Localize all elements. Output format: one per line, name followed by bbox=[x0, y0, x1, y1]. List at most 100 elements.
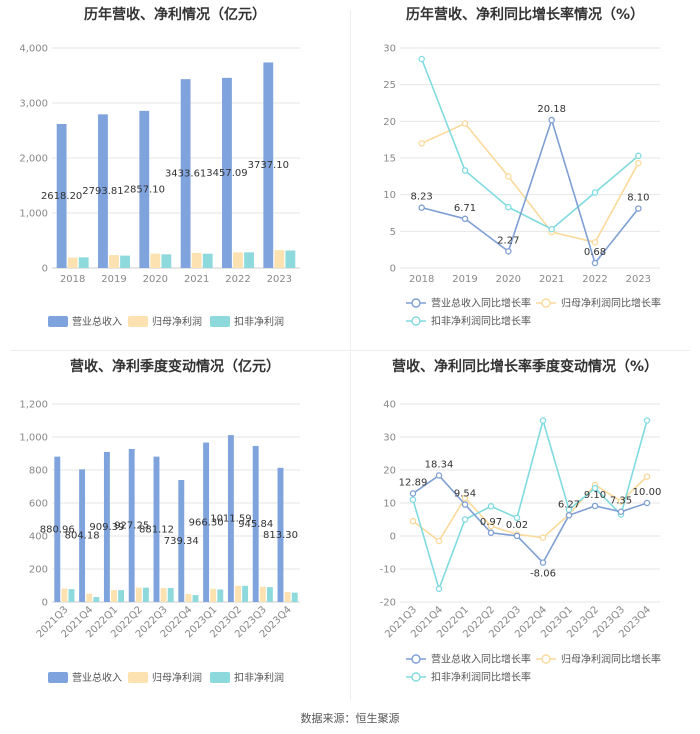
data-point bbox=[461, 120, 469, 127]
panel-quarterly-revenue-profit: 营收、净利季度变动情况（亿元） 0 200 400 600 800 1,000 1,200 2… bbox=[0, 352, 350, 702]
bar-data-label: 813.30 bbox=[263, 530, 298, 541]
panel-quarterly-growth: 营收、净利同比增长率季度变动情况（%） -20 -10 0 10 20 30 40 2021Q… bbox=[350, 352, 700, 702]
annual-growth-line-chart: 0 5 10 15 20 25 30 2018 2019 2020 2021 2022 2023 8.23… bbox=[383, 44, 661, 328]
bar-parent-profit bbox=[109, 255, 119, 268]
legend-label: 扣非净利润 bbox=[234, 315, 284, 328]
data-point bbox=[505, 248, 512, 255]
bar-revenue bbox=[263, 62, 274, 268]
line-data-label: 12.89 bbox=[399, 477, 428, 488]
bar-data-label: 2618.20 bbox=[41, 191, 82, 202]
bar-revenue bbox=[252, 445, 259, 602]
data-point bbox=[513, 514, 521, 522]
bar-data-label: 3457.09 bbox=[206, 168, 247, 179]
data-point bbox=[643, 499, 651, 507]
bar-deducted-profit bbox=[93, 597, 100, 602]
y-tick-label: 30 bbox=[383, 44, 396, 55]
data-point bbox=[539, 417, 547, 424]
series-line-parent-profit bbox=[421, 122, 640, 244]
y-tick-label: 1,200 bbox=[19, 400, 48, 411]
data-point bbox=[409, 517, 417, 525]
chart-title: 历年营收、净利情况（亿元） bbox=[84, 7, 266, 23]
y-tick-label: 4,000 bbox=[19, 44, 48, 55]
bar-parent-profit bbox=[284, 592, 291, 602]
bar-parent-profit bbox=[160, 587, 167, 602]
data-point bbox=[435, 537, 443, 545]
data-point bbox=[461, 494, 469, 502]
y-tick-label: 400 bbox=[29, 532, 48, 543]
bar-data-label: 909.39 bbox=[89, 522, 124, 533]
line-data-label: 18.34 bbox=[425, 459, 454, 470]
bar-deducted-profit bbox=[167, 587, 174, 602]
data-point bbox=[461, 516, 469, 523]
x-tick-label: 2020 bbox=[496, 274, 521, 285]
data-source: 数据来源：恒生聚源 bbox=[300, 712, 400, 725]
bar-parent-profit bbox=[233, 252, 243, 268]
bar-revenue bbox=[178, 480, 185, 602]
bar-deducted-profit bbox=[120, 255, 130, 268]
bar-parent-profit bbox=[259, 586, 266, 602]
legend-label: 扣非净利润同比增长率 bbox=[431, 315, 531, 328]
legend-swatch bbox=[48, 316, 68, 327]
y-tick-label: 1,000 bbox=[19, 209, 48, 220]
y-tick-label: 10 bbox=[383, 190, 396, 201]
bar-revenue bbox=[79, 469, 86, 602]
bar-deducted-profit bbox=[266, 587, 273, 602]
bar-data-label: 2793.81 bbox=[82, 186, 123, 197]
data-point bbox=[487, 522, 495, 530]
bar-revenue bbox=[222, 77, 232, 268]
bar-deducted-profit bbox=[285, 250, 296, 268]
x-tick-label: 2022 bbox=[225, 274, 250, 285]
bar-deducted-profit bbox=[192, 595, 199, 602]
horizontal-divider bbox=[10, 350, 690, 351]
data-point bbox=[418, 204, 425, 211]
bar-revenue bbox=[180, 79, 191, 268]
bar-deducted-profit bbox=[291, 592, 298, 602]
line-data-label: 20.18 bbox=[537, 104, 566, 115]
bar-data-label: 1011.59 bbox=[210, 514, 251, 525]
x-tick-label: 2018 bbox=[409, 274, 434, 285]
line-data-label: 7.35 bbox=[610, 496, 632, 507]
legend-swatch bbox=[48, 672, 68, 683]
y-tick-label: 5 bbox=[390, 227, 396, 238]
series-line-deducted-profit bbox=[412, 417, 648, 592]
data-point bbox=[635, 152, 642, 160]
series-line-revenue bbox=[412, 474, 648, 564]
legend-swatch bbox=[210, 316, 230, 327]
y-tick-label: 600 bbox=[29, 499, 48, 510]
bar-parent-profit bbox=[67, 257, 78, 268]
x-tick-label: 2019 bbox=[452, 274, 477, 285]
legend-swatch bbox=[128, 316, 148, 327]
bar-parent-profit bbox=[150, 253, 161, 268]
line-data-label: 10.00 bbox=[633, 487, 662, 498]
line-data-label: 2.27 bbox=[497, 235, 519, 246]
y-tick-label: -10 bbox=[380, 565, 396, 576]
data-point bbox=[591, 502, 599, 510]
data-point bbox=[548, 225, 555, 233]
panel-annual-revenue-profit: 历年营收、净利情况（亿元） 0 1,000 2,000 3,000 4,000 2018 2… bbox=[0, 0, 350, 350]
data-point bbox=[591, 239, 599, 246]
y-tick-label: 0 bbox=[390, 264, 396, 275]
legend-marker bbox=[411, 298, 421, 308]
bar-data-label: 804.18 bbox=[65, 531, 100, 542]
bar-data-label: 880.96 bbox=[40, 524, 75, 535]
x-tick-label: 2021 bbox=[184, 274, 209, 285]
y-tick-label: 25 bbox=[383, 80, 396, 91]
bar-data-label: 966.30 bbox=[189, 517, 224, 528]
bar-deducted-profit bbox=[78, 257, 89, 268]
y-tick-label: 0 bbox=[42, 598, 48, 609]
legend-marker bbox=[411, 316, 421, 326]
y-tick-label: 40 bbox=[383, 400, 396, 411]
bar-deducted-profit bbox=[242, 585, 249, 602]
legend-marker bbox=[541, 654, 551, 664]
data-point bbox=[565, 512, 573, 519]
bar-parent-profit bbox=[86, 593, 93, 602]
line-data-label: 8.10 bbox=[627, 193, 649, 204]
annual-bar-chart: 0 1,000 2,000 3,000 4,000 2018 2019 2020 2021 202… bbox=[19, 44, 300, 328]
bar-parent-profit bbox=[191, 252, 202, 268]
series-line-revenue bbox=[421, 117, 639, 265]
legend-label: 扣非净利润 bbox=[234, 671, 284, 684]
data-point bbox=[487, 503, 495, 510]
data-point bbox=[513, 532, 521, 540]
bar-deducted-profit bbox=[202, 253, 213, 268]
bar-deducted-profit bbox=[217, 589, 224, 602]
